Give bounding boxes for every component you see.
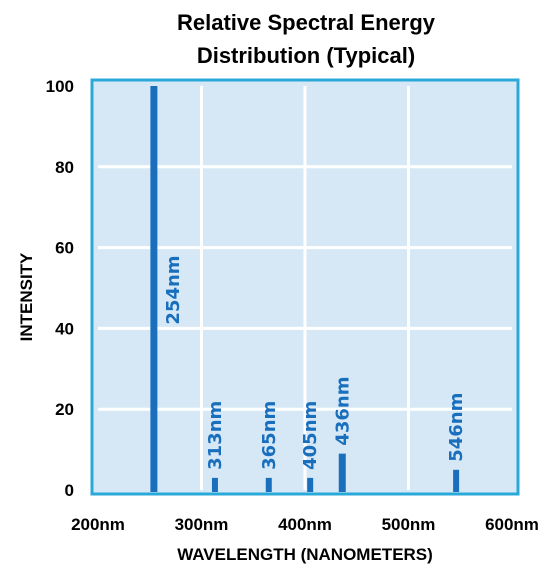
peak-label-436: 436nm	[332, 376, 353, 445]
y-tick-label: 80	[55, 158, 74, 177]
x-tick-label: 600nm	[485, 515, 539, 534]
y-tick-label: 20	[55, 400, 74, 419]
peak-bar-405	[307, 477, 314, 492]
y-tick-label: 100	[46, 77, 74, 96]
chart-title-line1: Relative Spectral Energy	[177, 10, 436, 35]
peak-bar-254	[150, 86, 158, 492]
peak-bar-313	[211, 477, 218, 492]
x-axis-ticks: 200nm 300nm 400nm 500nm 600nm	[71, 515, 539, 534]
y-axis-label: INTENSITY	[17, 252, 36, 341]
x-tick-label: 300nm	[175, 515, 229, 534]
peak-label-313: 313nm	[205, 401, 226, 470]
y-axis-ticks: 0 20 40 60 80 100	[46, 77, 74, 500]
peak-bar-436	[338, 453, 346, 492]
peak-label-254: 254nm	[163, 255, 184, 324]
chart-title-line2: Distribution (Typical)	[197, 43, 415, 68]
x-tick-label: 200nm	[71, 515, 125, 534]
y-tick-label: 40	[55, 319, 74, 338]
x-axis-label: WAVELENGTH (NANOMETERS)	[177, 545, 433, 564]
grid-lines	[98, 86, 512, 490]
peak-label-546: 546nm	[446, 393, 467, 462]
peak-labels: 254nm 313nm 365nm 405nm 436nm 546nm	[163, 255, 467, 469]
y-tick-label: 0	[65, 481, 74, 500]
peak-bar-365	[265, 477, 272, 492]
peak-bar-546	[453, 469, 460, 492]
x-tick-label: 400nm	[278, 515, 332, 534]
peak-label-405: 405nm	[300, 401, 321, 470]
plot-frame	[90, 78, 520, 496]
peak-bars	[150, 86, 460, 492]
peak-label-365: 365nm	[259, 401, 280, 470]
y-tick-label: 60	[55, 239, 74, 258]
x-tick-label: 500nm	[382, 515, 436, 534]
